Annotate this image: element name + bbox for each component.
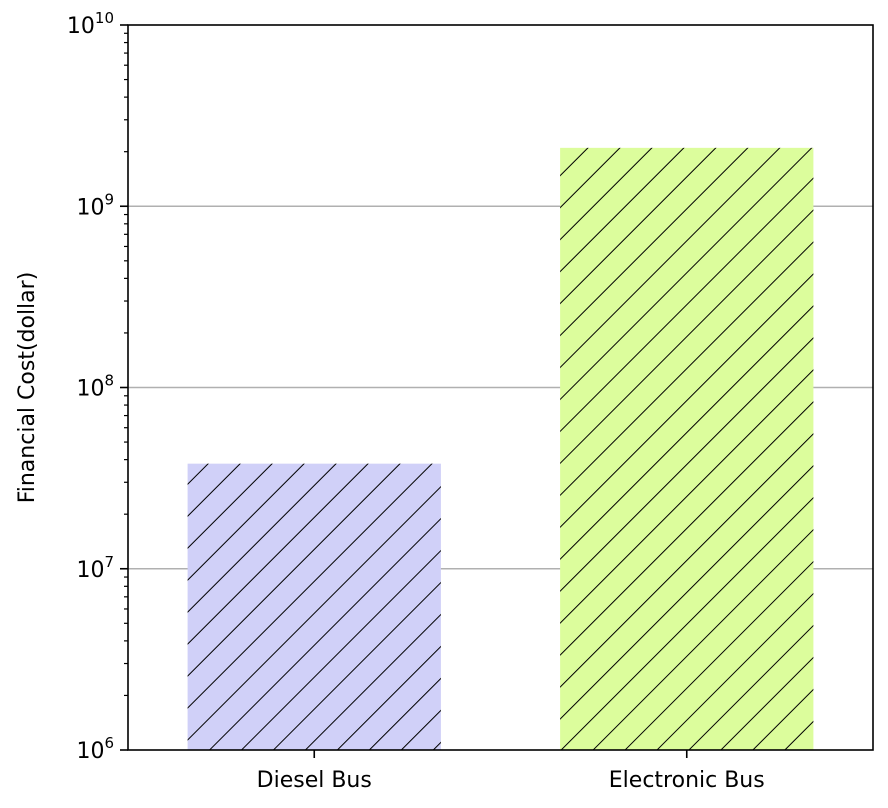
- bar-electronic-bus: [560, 147, 814, 750]
- x-axis-labels: Diesel Bus Electronic Bus: [257, 750, 765, 793]
- y-tick-label: 109: [76, 190, 114, 220]
- bar-diesel-bus: [187, 463, 441, 750]
- y-axis-ticks: 106 107 108 109 1010: [67, 9, 128, 764]
- y-tick-label: 1010: [67, 9, 114, 39]
- x-tick-label: Electronic Bus: [609, 768, 765, 793]
- y-tick-label: 106: [76, 734, 114, 764]
- x-tick-label: Diesel Bus: [257, 768, 372, 793]
- y-tick-label: 107: [76, 553, 114, 583]
- y-axis-title: Financial Cost(dollar): [15, 272, 40, 504]
- bars: [187, 147, 814, 750]
- y-tick-label: 108: [76, 372, 114, 402]
